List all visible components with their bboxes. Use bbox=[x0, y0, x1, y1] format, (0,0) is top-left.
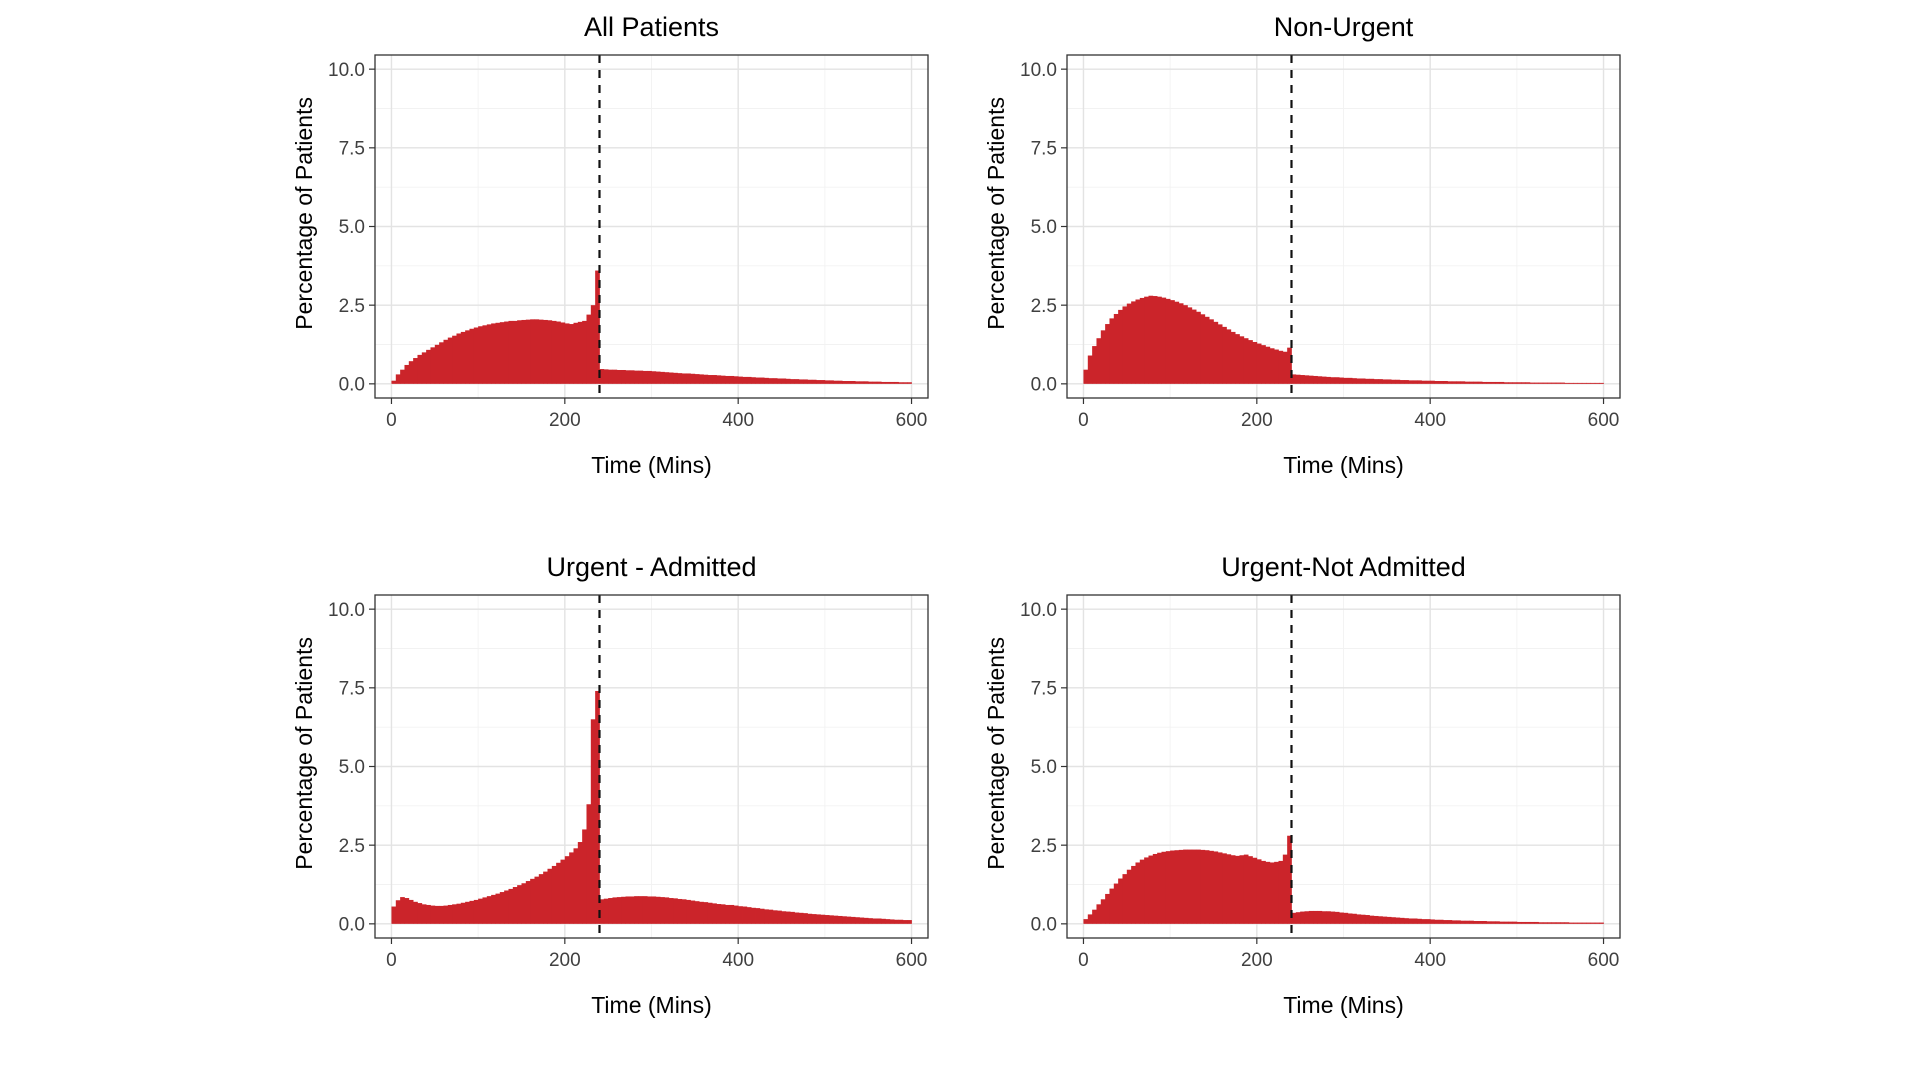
svg-text:600: 600 bbox=[1588, 950, 1620, 971]
histogram-plot-urgent-admitted: 0.0 2.5 5.0 7.5 10.0 0 200 400 600 bbox=[328, 594, 929, 971]
svg-text:0.0: 0.0 bbox=[339, 374, 365, 395]
panel-title: Urgent - Admitted bbox=[546, 552, 757, 582]
x-axis-title: Time (Mins) bbox=[1283, 992, 1404, 1018]
svg-text:400: 400 bbox=[722, 410, 754, 431]
svg-text:7.5: 7.5 bbox=[1031, 678, 1057, 699]
svg-text:200: 200 bbox=[549, 950, 581, 971]
svg-text:2.5: 2.5 bbox=[1031, 296, 1057, 317]
svg-text:5.0: 5.0 bbox=[339, 217, 365, 238]
svg-text:5.0: 5.0 bbox=[339, 757, 365, 778]
svg-text:0.0: 0.0 bbox=[1031, 374, 1057, 395]
y-axis-title: Percentage of Patients bbox=[982, 96, 1009, 330]
svg-text:400: 400 bbox=[1414, 410, 1446, 431]
panel-urgent-admitted: Urgent - Admitted Percentage of Patients… bbox=[268, 540, 960, 1080]
svg-text:7.5: 7.5 bbox=[339, 678, 365, 699]
x-axis-title: Time (Mins) bbox=[1283, 452, 1404, 478]
svg-text:2.5: 2.5 bbox=[1031, 836, 1057, 857]
svg-text:2.5: 2.5 bbox=[339, 836, 365, 857]
svg-text:200: 200 bbox=[1241, 950, 1273, 971]
svg-text:0: 0 bbox=[386, 410, 397, 431]
panel-all-patients: All Patients Percentage of Patients 0.0 2… bbox=[268, 0, 960, 540]
y-axis-title: Percentage of Patients bbox=[290, 96, 317, 330]
svg-text:200: 200 bbox=[549, 410, 581, 431]
svg-text:400: 400 bbox=[1414, 950, 1446, 971]
svg-text:0.0: 0.0 bbox=[339, 914, 365, 935]
histogram-plot-urgent-not-admitted: 0.0 2.5 5.0 7.5 10.0 0 200 400 600 bbox=[1020, 594, 1621, 971]
svg-text:10.0: 10.0 bbox=[1020, 60, 1057, 81]
histogram-plot-non-urgent: 0.0 2.5 5.0 7.5 10.0 0 200 400 600 bbox=[1020, 54, 1621, 431]
panel-urgent-not-admitted: Urgent-Not Admitted Percentage of Patien… bbox=[960, 540, 1652, 1080]
svg-text:600: 600 bbox=[896, 410, 928, 431]
panel-title: Non-Urgent bbox=[1273, 12, 1414, 42]
panel-non-urgent: Non-Urgent Percentage of Patients 0.0 2.5… bbox=[960, 0, 1652, 540]
svg-text:600: 600 bbox=[896, 950, 928, 971]
x-axis-title: Time (Mins) bbox=[591, 992, 712, 1018]
svg-text:7.5: 7.5 bbox=[1031, 138, 1057, 159]
panel-title: All Patients bbox=[583, 12, 720, 42]
svg-text:0: 0 bbox=[1078, 410, 1089, 431]
svg-text:0: 0 bbox=[386, 950, 397, 971]
svg-text:0.0: 0.0 bbox=[1031, 914, 1057, 935]
svg-text:5.0: 5.0 bbox=[1031, 217, 1057, 238]
svg-text:2.5: 2.5 bbox=[339, 296, 365, 317]
y-axis-title: Percentage of Patients bbox=[982, 636, 1009, 870]
x-axis-title: Time (Mins) bbox=[591, 452, 712, 478]
svg-text:7.5: 7.5 bbox=[339, 138, 365, 159]
svg-text:600: 600 bbox=[1588, 410, 1620, 431]
svg-text:0: 0 bbox=[1078, 950, 1089, 971]
svg-text:10.0: 10.0 bbox=[1020, 600, 1057, 621]
panel-title: Urgent-Not Admitted bbox=[1221, 552, 1466, 582]
y-axis-title: Percentage of Patients bbox=[290, 636, 317, 870]
histogram-plot-all-patients: 0.0 2.5 5.0 7.5 10.0 0 200 400 600 bbox=[328, 54, 929, 431]
svg-text:5.0: 5.0 bbox=[1031, 757, 1057, 778]
svg-text:200: 200 bbox=[1241, 410, 1273, 431]
histogram-figure-grid: All Patients Percentage of Patients 0.0 2… bbox=[268, 0, 1652, 1080]
svg-text:10.0: 10.0 bbox=[328, 60, 365, 81]
svg-text:400: 400 bbox=[722, 950, 754, 971]
svg-text:10.0: 10.0 bbox=[328, 600, 365, 621]
